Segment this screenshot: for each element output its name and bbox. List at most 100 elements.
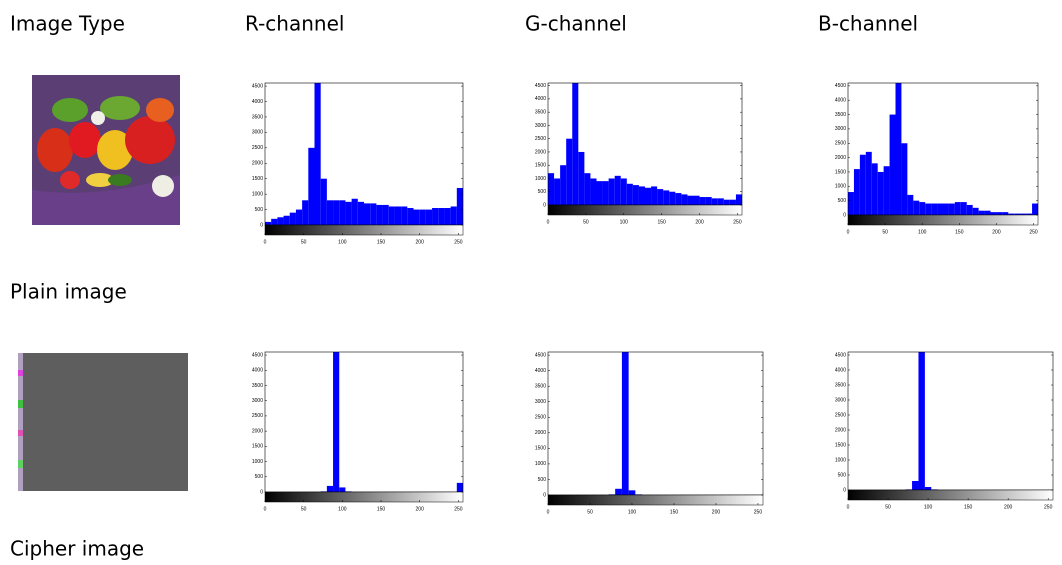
histogram-bar — [632, 185, 639, 205]
y-tick-label: 4500 — [252, 352, 263, 358]
histogram-bar — [943, 203, 949, 215]
x-tick-label: 200 — [712, 509, 721, 515]
histogram-bar — [990, 212, 997, 215]
histogram-bar — [320, 491, 327, 492]
y-tick-label: 1000 — [252, 459, 263, 465]
x-tick-label: 150 — [658, 219, 667, 225]
x-tick-label: 100 — [338, 506, 347, 512]
y-tick-label: 500 — [838, 472, 847, 478]
x-tick-label: 150 — [670, 509, 679, 515]
histogram-bar — [444, 208, 451, 225]
histogram-bar — [283, 215, 290, 225]
histogram-bar — [277, 217, 284, 225]
column-header: G-channel — [525, 12, 627, 36]
y-tick-label: 1000 — [835, 184, 846, 190]
x-tick-label: 50 — [301, 239, 307, 245]
colorbar — [264, 491, 464, 503]
histogram-bar — [357, 201, 364, 225]
x-tick-label: 50 — [882, 229, 888, 235]
y-tick-label: 2000 — [252, 161, 263, 167]
histogram-bar — [333, 352, 340, 492]
x-tick-label: 0 — [847, 229, 850, 235]
histogram-bar — [717, 198, 724, 205]
histogram-bar — [548, 173, 555, 205]
y-tick-label: 4000 — [252, 368, 263, 374]
x-tick-label: 0 — [547, 509, 550, 515]
y-tick-label: 0 — [543, 202, 546, 208]
histogram-bar — [865, 151, 872, 215]
y-tick-label: 3000 — [535, 399, 546, 405]
histogram-bar — [711, 198, 718, 205]
histogram-bar — [907, 194, 914, 215]
histogram-bar — [1020, 213, 1027, 215]
x-tick-label: 250 — [1044, 504, 1053, 510]
x-tick-label: 100 — [620, 219, 629, 225]
histogram-bar — [675, 193, 682, 205]
colorbar — [847, 214, 1039, 226]
y-tick-label: 2000 — [835, 427, 846, 433]
histogram-bar — [723, 199, 730, 205]
histogram-bar — [931, 203, 938, 215]
y-tick-label: 2500 — [535, 136, 546, 142]
column-header: R-channel — [245, 12, 344, 36]
y-tick-label: 3500 — [535, 384, 546, 390]
histogram-bar — [345, 491, 352, 492]
histogram-bar — [1008, 213, 1015, 215]
histogram-bar — [984, 210, 991, 215]
histogram-bar — [295, 209, 303, 225]
x-tick-label: 0 — [547, 219, 550, 225]
y-tick-label: 2500 — [835, 141, 846, 147]
y-tick-label: 1500 — [835, 442, 846, 448]
histogram-bar — [635, 494, 643, 495]
histogram-bar — [966, 204, 973, 215]
histogram-bar — [645, 187, 652, 205]
x-tick-label: 250 — [1029, 229, 1038, 235]
histogram-bar — [937, 203, 943, 215]
histogram-bar — [572, 83, 579, 205]
histogram-bar — [699, 197, 706, 205]
histogram-bar — [615, 488, 622, 495]
y-tick-label: 2500 — [252, 145, 263, 151]
y-tick-label: 4500 — [535, 83, 546, 89]
y-tick-label: 4500 — [252, 83, 263, 89]
y-tick-label: 4000 — [535, 368, 546, 374]
y-tick-label: 3000 — [252, 130, 263, 136]
histogram-bar — [566, 138, 573, 205]
y-tick-label: 2000 — [835, 155, 846, 161]
histogram-bar — [669, 191, 676, 205]
y-tick-label: 4500 — [535, 352, 546, 358]
histogram-bar — [871, 163, 878, 215]
histogram-bar — [364, 203, 371, 225]
histogram-bar — [912, 481, 919, 490]
histogram-bar — [925, 203, 932, 215]
y-tick-label: 0 — [543, 492, 546, 498]
y-tick-label: 0 — [260, 489, 263, 495]
histogram-bar — [620, 178, 627, 205]
y-tick-label: 1500 — [535, 446, 546, 452]
histogram-bar — [438, 208, 445, 225]
histogram-bar — [450, 206, 457, 225]
y-tick-label: 4000 — [835, 367, 846, 373]
x-tick-label: 100 — [628, 509, 637, 515]
histogram-bar — [578, 151, 585, 205]
x-tick-label: 100 — [918, 229, 927, 235]
histogram-bar — [614, 175, 621, 205]
y-tick-label: 3000 — [252, 398, 263, 404]
colorbar — [847, 489, 1054, 501]
cipher-image — [18, 353, 188, 491]
x-tick-label: 150 — [964, 504, 973, 510]
histogram-bar — [407, 208, 414, 225]
x-tick-label: 150 — [377, 239, 386, 245]
histogram-bar — [913, 200, 920, 215]
colorbar — [547, 204, 743, 216]
histogram-bar — [554, 178, 561, 205]
histogram-bar — [584, 173, 591, 205]
histogram-bar — [608, 178, 615, 205]
x-tick-label: 200 — [416, 239, 425, 245]
histogram-bar — [895, 83, 902, 215]
y-tick-label: 3000 — [835, 397, 846, 403]
histogram-bar — [705, 197, 712, 205]
histogram-bar — [326, 200, 334, 225]
histogram-bar — [1032, 203, 1038, 215]
